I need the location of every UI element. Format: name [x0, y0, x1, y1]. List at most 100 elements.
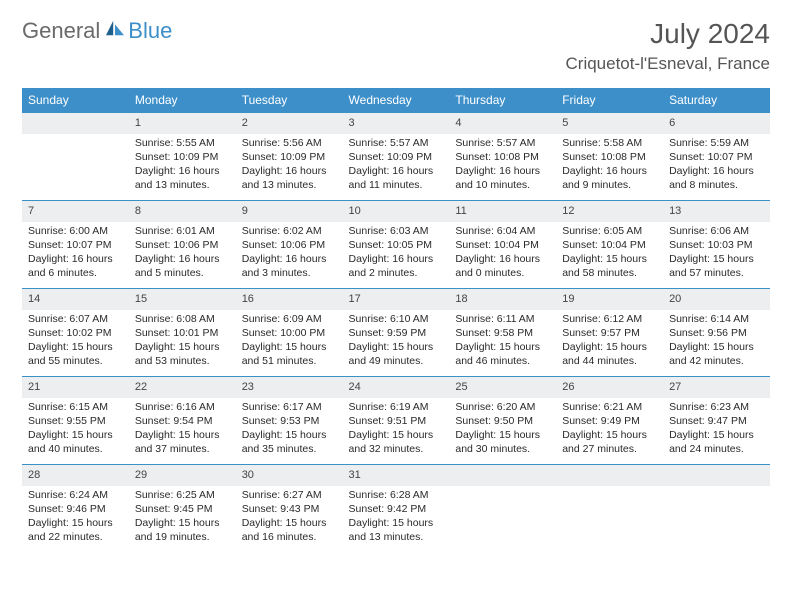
- header: General Blue July 2024 Criquetot-l'Esnev…: [22, 18, 770, 74]
- logo-word2: Blue: [128, 18, 172, 44]
- daylight-line: Daylight: 15 hours and 44 minutes.: [562, 340, 657, 368]
- sunrise-line: Sunrise: 6:16 AM: [135, 400, 230, 414]
- calendar-cell: 29Sunrise: 6:25 AMSunset: 9:45 PMDayligh…: [129, 465, 236, 553]
- day-body: Sunrise: 6:14 AMSunset: 9:56 PMDaylight:…: [663, 310, 770, 373]
- day-body: Sunrise: 6:06 AMSunset: 10:03 PMDaylight…: [663, 222, 770, 285]
- weekday-header: Thursday: [449, 88, 556, 113]
- calendar-week-row: 7Sunrise: 6:00 AMSunset: 10:07 PMDayligh…: [22, 201, 770, 289]
- sunset-line: Sunset: 10:06 PM: [135, 238, 230, 252]
- weekday-header-row: SundayMondayTuesdayWednesdayThursdayFrid…: [22, 88, 770, 113]
- title-block: July 2024 Criquetot-l'Esneval, France: [566, 18, 771, 74]
- sunset-line: Sunset: 9:42 PM: [349, 502, 444, 516]
- calendar-cell: 13Sunrise: 6:06 AMSunset: 10:03 PMDaylig…: [663, 201, 770, 289]
- day-number: 6: [663, 113, 770, 134]
- day-number: 23: [236, 377, 343, 398]
- weekday-header: Sunday: [22, 88, 129, 113]
- sunset-line: Sunset: 10:09 PM: [135, 150, 230, 164]
- sunrise-line: Sunrise: 6:10 AM: [349, 312, 444, 326]
- day-number: 19: [556, 289, 663, 310]
- day-body: Sunrise: 5:57 AMSunset: 10:08 PMDaylight…: [449, 134, 556, 197]
- day-number: 8: [129, 201, 236, 222]
- day-body: Sunrise: 6:17 AMSunset: 9:53 PMDaylight:…: [236, 398, 343, 461]
- day-body: Sunrise: 5:55 AMSunset: 10:09 PMDaylight…: [129, 134, 236, 197]
- calendar-week-row: 28Sunrise: 6:24 AMSunset: 9:46 PMDayligh…: [22, 465, 770, 553]
- daylight-line: Daylight: 15 hours and 49 minutes.: [349, 340, 444, 368]
- day-body: Sunrise: 6:05 AMSunset: 10:04 PMDaylight…: [556, 222, 663, 285]
- sunset-line: Sunset: 9:53 PM: [242, 414, 337, 428]
- sails-icon: [104, 19, 126, 37]
- daylight-line: Daylight: 15 hours and 13 minutes.: [349, 516, 444, 544]
- day-body: Sunrise: 5:58 AMSunset: 10:08 PMDaylight…: [556, 134, 663, 197]
- sunrise-line: Sunrise: 5:57 AM: [349, 136, 444, 150]
- calendar-cell: 22Sunrise: 6:16 AMSunset: 9:54 PMDayligh…: [129, 377, 236, 465]
- day-number: 11: [449, 201, 556, 222]
- day-number: 5: [556, 113, 663, 134]
- calendar-cell: 26Sunrise: 6:21 AMSunset: 9:49 PMDayligh…: [556, 377, 663, 465]
- sunrise-line: Sunrise: 5:56 AM: [242, 136, 337, 150]
- daylight-line: Daylight: 15 hours and 24 minutes.: [669, 428, 764, 456]
- calendar-cell: 28Sunrise: 6:24 AMSunset: 9:46 PMDayligh…: [22, 465, 129, 553]
- day-number: 25: [449, 377, 556, 398]
- calendar-cell: 14Sunrise: 6:07 AMSunset: 10:02 PMDaylig…: [22, 289, 129, 377]
- sunset-line: Sunset: 10:08 PM: [455, 150, 550, 164]
- calendar-cell: 10Sunrise: 6:03 AMSunset: 10:05 PMDaylig…: [343, 201, 450, 289]
- sunset-line: Sunset: 10:03 PM: [669, 238, 764, 252]
- daylight-line: Daylight: 16 hours and 6 minutes.: [28, 252, 123, 280]
- day-body: Sunrise: 6:16 AMSunset: 9:54 PMDaylight:…: [129, 398, 236, 461]
- daylight-line: Daylight: 15 hours and 40 minutes.: [28, 428, 123, 456]
- sunset-line: Sunset: 10:09 PM: [349, 150, 444, 164]
- day-body: Sunrise: 6:07 AMSunset: 10:02 PMDaylight…: [22, 310, 129, 373]
- day-body: Sunrise: 6:01 AMSunset: 10:06 PMDaylight…: [129, 222, 236, 285]
- daylight-line: Daylight: 15 hours and 37 minutes.: [135, 428, 230, 456]
- sunset-line: Sunset: 10:04 PM: [562, 238, 657, 252]
- sunset-line: Sunset: 9:51 PM: [349, 414, 444, 428]
- day-number: 20: [663, 289, 770, 310]
- day-body: Sunrise: 6:09 AMSunset: 10:00 PMDaylight…: [236, 310, 343, 373]
- sunset-line: Sunset: 9:54 PM: [135, 414, 230, 428]
- calendar-cell: 16Sunrise: 6:09 AMSunset: 10:00 PMDaylig…: [236, 289, 343, 377]
- calendar-cell: 31Sunrise: 6:28 AMSunset: 9:42 PMDayligh…: [343, 465, 450, 553]
- day-number: [663, 465, 770, 486]
- sunrise-line: Sunrise: 6:11 AM: [455, 312, 550, 326]
- calendar-cell: 5Sunrise: 5:58 AMSunset: 10:08 PMDayligh…: [556, 113, 663, 201]
- day-number: 15: [129, 289, 236, 310]
- calendar-cell: [449, 465, 556, 553]
- calendar-cell: [556, 465, 663, 553]
- calendar-cell: 9Sunrise: 6:02 AMSunset: 10:06 PMDayligh…: [236, 201, 343, 289]
- sunset-line: Sunset: 10:02 PM: [28, 326, 123, 340]
- daylight-line: Daylight: 16 hours and 10 minutes.: [455, 164, 550, 192]
- day-number: 29: [129, 465, 236, 486]
- day-body: Sunrise: 6:04 AMSunset: 10:04 PMDaylight…: [449, 222, 556, 285]
- daylight-line: Daylight: 16 hours and 2 minutes.: [349, 252, 444, 280]
- day-body: Sunrise: 6:08 AMSunset: 10:01 PMDaylight…: [129, 310, 236, 373]
- daylight-line: Daylight: 15 hours and 35 minutes.: [242, 428, 337, 456]
- day-body: Sunrise: 5:59 AMSunset: 10:07 PMDaylight…: [663, 134, 770, 197]
- weekday-header: Saturday: [663, 88, 770, 113]
- logo-word1: General: [22, 18, 100, 44]
- daylight-line: Daylight: 15 hours and 58 minutes.: [562, 252, 657, 280]
- day-number: 21: [22, 377, 129, 398]
- day-number: 3: [343, 113, 450, 134]
- sunrise-line: Sunrise: 6:04 AM: [455, 224, 550, 238]
- calendar-week-row: 21Sunrise: 6:15 AMSunset: 9:55 PMDayligh…: [22, 377, 770, 465]
- day-number: 30: [236, 465, 343, 486]
- weekday-header: Monday: [129, 88, 236, 113]
- day-number: 4: [449, 113, 556, 134]
- weekday-header: Tuesday: [236, 88, 343, 113]
- calendar-cell: 27Sunrise: 6:23 AMSunset: 9:47 PMDayligh…: [663, 377, 770, 465]
- sunrise-line: Sunrise: 6:01 AM: [135, 224, 230, 238]
- day-number: 10: [343, 201, 450, 222]
- calendar-cell: 21Sunrise: 6:15 AMSunset: 9:55 PMDayligh…: [22, 377, 129, 465]
- weekday-header: Wednesday: [343, 88, 450, 113]
- calendar-week-row: 1Sunrise: 5:55 AMSunset: 10:09 PMDayligh…: [22, 113, 770, 201]
- day-body: Sunrise: 6:28 AMSunset: 9:42 PMDaylight:…: [343, 486, 450, 549]
- daylight-line: Daylight: 15 hours and 46 minutes.: [455, 340, 550, 368]
- calendar-cell: 8Sunrise: 6:01 AMSunset: 10:06 PMDayligh…: [129, 201, 236, 289]
- sunrise-line: Sunrise: 6:02 AM: [242, 224, 337, 238]
- daylight-line: Daylight: 16 hours and 0 minutes.: [455, 252, 550, 280]
- calendar-cell: [22, 113, 129, 201]
- day-number: 28: [22, 465, 129, 486]
- logo: General Blue: [22, 18, 172, 44]
- daylight-line: Daylight: 16 hours and 8 minutes.: [669, 164, 764, 192]
- day-body: Sunrise: 6:12 AMSunset: 9:57 PMDaylight:…: [556, 310, 663, 373]
